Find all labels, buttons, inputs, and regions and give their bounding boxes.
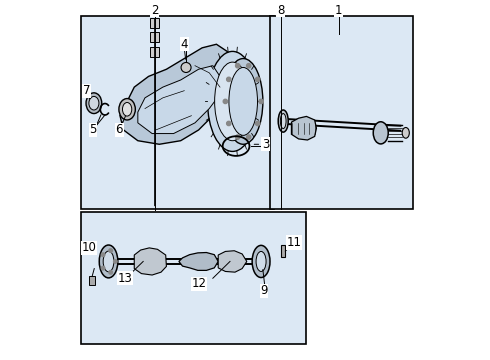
Circle shape [101, 253, 105, 257]
Bar [281, 246, 285, 257]
Bar [149, 18, 159, 28]
Polygon shape [120, 44, 234, 144]
Circle shape [226, 77, 231, 81]
Circle shape [223, 99, 227, 104]
Circle shape [226, 121, 231, 126]
Ellipse shape [402, 127, 409, 138]
Polygon shape [138, 66, 220, 134]
Circle shape [109, 249, 112, 252]
Text: 3: 3 [262, 138, 270, 151]
Text: 2: 2 [151, 4, 158, 17]
Bar [81, 212, 306, 344]
Text: 6: 6 [116, 123, 123, 136]
Polygon shape [134, 248, 167, 275]
Ellipse shape [256, 251, 266, 271]
Circle shape [236, 135, 240, 139]
Circle shape [181, 63, 191, 72]
Circle shape [259, 99, 263, 104]
Text: 11: 11 [287, 236, 302, 249]
Bar [81, 16, 273, 208]
Ellipse shape [103, 251, 114, 272]
Ellipse shape [89, 96, 99, 110]
Polygon shape [218, 251, 247, 272]
Text: 5: 5 [90, 123, 97, 136]
Text: 1: 1 [335, 4, 343, 17]
Text: 9: 9 [260, 284, 268, 297]
Polygon shape [179, 252, 218, 270]
Polygon shape [292, 116, 317, 140]
Ellipse shape [223, 59, 263, 144]
Text: 7: 7 [83, 84, 91, 97]
Text: 4: 4 [180, 38, 188, 51]
Ellipse shape [373, 122, 388, 144]
Bar [89, 276, 96, 285]
Ellipse shape [215, 62, 250, 141]
Text: 13: 13 [118, 272, 133, 285]
Circle shape [246, 64, 251, 68]
Text: 12: 12 [192, 277, 207, 290]
Bar [270, 16, 413, 208]
Ellipse shape [122, 103, 132, 116]
Ellipse shape [86, 93, 102, 113]
Circle shape [109, 270, 112, 274]
Ellipse shape [99, 245, 118, 278]
Ellipse shape [280, 113, 286, 129]
Ellipse shape [278, 110, 288, 132]
Circle shape [101, 266, 105, 270]
Bar [149, 32, 159, 42]
Text: 8: 8 [277, 4, 284, 17]
Circle shape [255, 77, 260, 81]
Ellipse shape [229, 67, 258, 135]
Bar [149, 47, 159, 57]
Circle shape [236, 64, 240, 68]
Circle shape [246, 135, 251, 139]
Ellipse shape [252, 246, 270, 278]
Circle shape [114, 260, 117, 263]
Ellipse shape [207, 51, 258, 152]
Circle shape [255, 121, 260, 126]
Text: 10: 10 [82, 241, 97, 255]
Ellipse shape [119, 99, 135, 120]
